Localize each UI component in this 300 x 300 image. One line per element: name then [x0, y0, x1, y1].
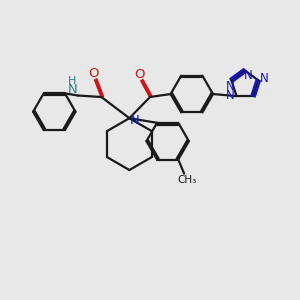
- Text: N: N: [244, 69, 253, 82]
- Text: O: O: [88, 67, 99, 80]
- Text: H: H: [68, 76, 77, 86]
- Text: O: O: [134, 68, 145, 81]
- Text: CH₃: CH₃: [177, 175, 196, 184]
- Text: N: N: [68, 82, 77, 95]
- Text: N: N: [260, 72, 269, 85]
- Text: N: N: [226, 89, 234, 102]
- Text: N: N: [130, 114, 140, 127]
- Text: N: N: [226, 80, 234, 93]
